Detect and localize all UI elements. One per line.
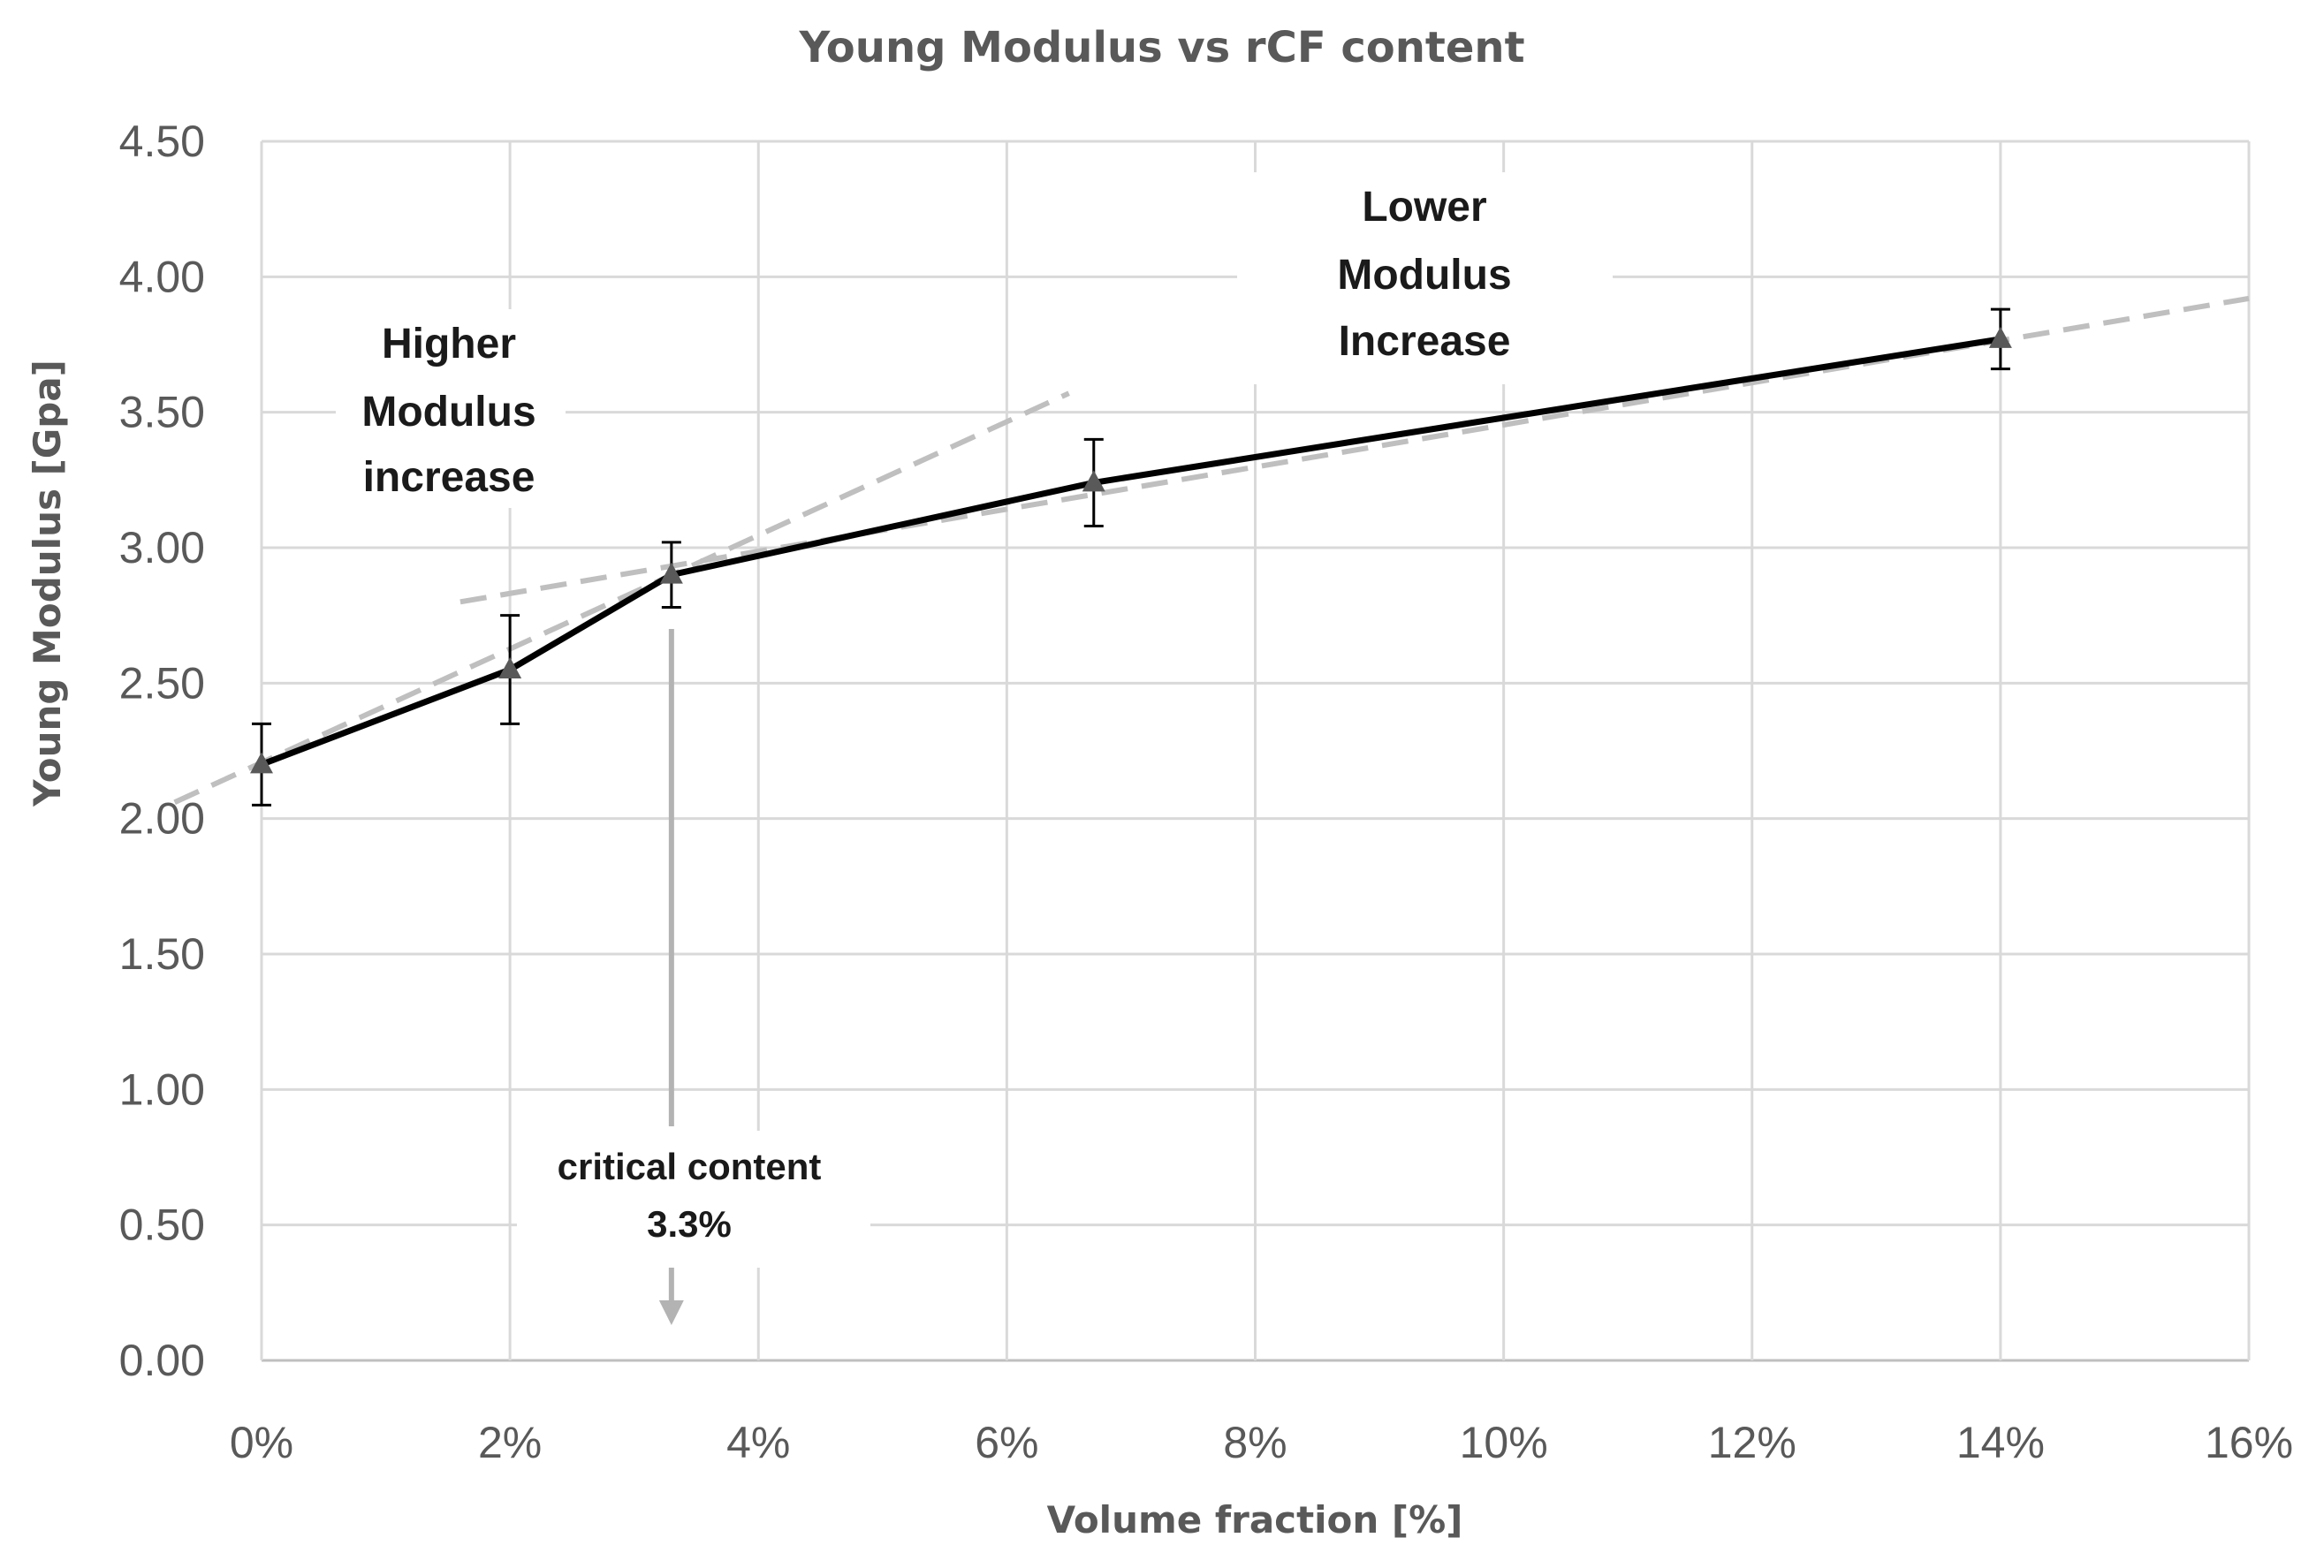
x-tick-label: 2% (478, 1418, 542, 1467)
higher-annotation-bg (336, 309, 566, 508)
chart-title: Young Modulus vs rCF content (798, 23, 1524, 72)
annotations: Higher Modulus increase Lower Modulus Increas… (361, 184, 1511, 1245)
lower-modulus-annotation: Increase (1339, 318, 1511, 365)
y-tick-label: 3.50 (119, 388, 205, 437)
y-tick-label: 2.00 (119, 794, 205, 844)
x-axis-title: Volume fraction [%] (1047, 1498, 1463, 1541)
data-point (498, 657, 522, 678)
critical-content-annotation: 3.3% (647, 1203, 732, 1245)
y-axis-title: Young Modulus [Gpa] (26, 360, 69, 807)
trendline (173, 390, 1070, 805)
x-tick-label: 10% (1460, 1418, 1548, 1467)
higher-modulus-annotation: Modulus (361, 389, 535, 436)
data-point (1988, 326, 2012, 348)
x-tick-label: 6% (975, 1418, 1038, 1467)
critical-content-arrow (658, 629, 684, 1325)
data-point (659, 562, 683, 584)
annotation-backgrounds (336, 172, 1613, 1268)
y-tick-label: 2.50 (119, 658, 205, 708)
x-tick-label: 8% (1223, 1418, 1287, 1467)
y-tick-label: 1.50 (119, 929, 205, 979)
data-series (250, 307, 2012, 807)
x-tick-label: 0% (230, 1418, 293, 1467)
data-point (250, 752, 273, 774)
lower-modulus-annotation: Modulus (1337, 252, 1511, 299)
y-tick-label: 3.00 (119, 523, 205, 572)
tick-labels: 0.00 0.50 1.00 1.50 2.00 2.50 3.00 3.50 4.00 4.50… (119, 117, 2293, 1467)
y-tick-label: 1.00 (119, 1064, 205, 1114)
y-tick-label: 0.50 (119, 1201, 205, 1250)
y-tick-label: 0.00 (119, 1336, 205, 1385)
lower-annotation-bg (1237, 172, 1613, 384)
y-tick-label: 4.00 (119, 252, 205, 301)
x-tick-label: 16% (2205, 1418, 2293, 1467)
critical-content-annotation: critical content (558, 1146, 822, 1187)
critical-annotation-bg (517, 1131, 870, 1268)
higher-modulus-annotation: Higher (382, 321, 516, 367)
data-point (1082, 470, 1105, 492)
x-tick-label: 12% (1708, 1418, 1796, 1467)
higher-modulus-annotation: increase (363, 454, 535, 501)
x-tick-label: 4% (726, 1418, 790, 1467)
lower-modulus-annotation: Lower (1362, 184, 1486, 231)
x-tick-label: 14% (1956, 1418, 2045, 1467)
y-tick-label: 4.50 (119, 117, 205, 166)
critical-arrow-head (658, 1300, 684, 1325)
